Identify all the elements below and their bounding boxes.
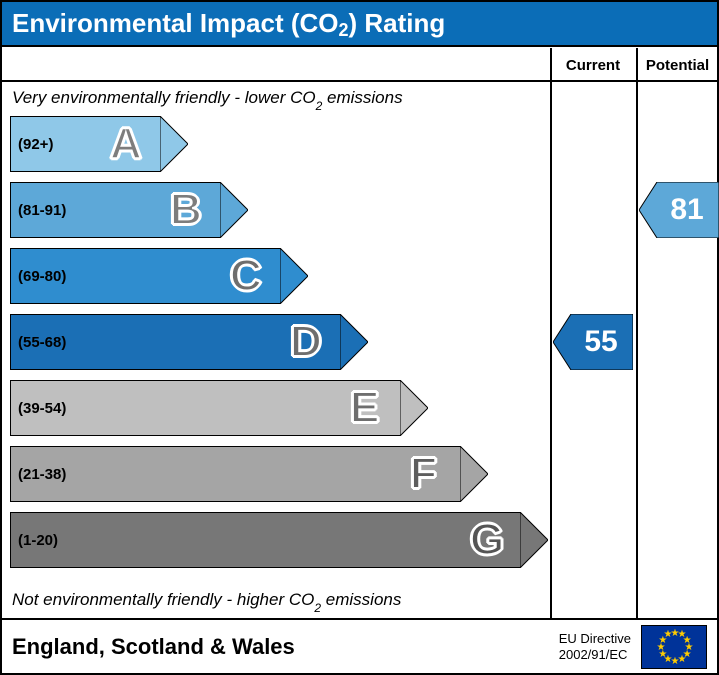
band-bar — [10, 512, 520, 568]
band-arrowhead — [160, 116, 188, 172]
pointer-potential: 81 — [639, 182, 719, 238]
band-letter: F — [410, 449, 437, 499]
caption-top-b: emissions — [322, 88, 402, 107]
chart-area: Very environmentally friendly - lower CO… — [2, 82, 717, 618]
header-current: Current — [550, 48, 636, 82]
band-range: (81-91) — [18, 202, 66, 219]
eu-star: ★ — [664, 630, 673, 640]
caption-bot-b: emissions — [321, 590, 401, 609]
band-a: (92+) A — [10, 116, 188, 172]
directive-text: EU Directive 2002/91/EC — [559, 631, 631, 662]
band-arrowhead — [520, 512, 548, 568]
band-letter: A — [110, 119, 142, 169]
band-range: (69-80) — [18, 268, 66, 285]
band-range: (1-20) — [18, 532, 58, 549]
band-range: (21-38) — [18, 466, 66, 483]
title-text-b: ) Rating — [349, 8, 446, 38]
title-text-a: Environmental Impact (CO — [12, 8, 339, 38]
band-e: (39-54) E — [10, 380, 428, 436]
footer: England, Scotland & Wales EU Directive 2… — [2, 618, 717, 673]
band-letter: C — [230, 251, 262, 301]
band-arrowhead — [220, 182, 248, 238]
band-arrowhead — [340, 314, 368, 370]
band-letter: G — [470, 515, 504, 565]
caption-top: Very environmentally friendly - lower CO… — [12, 88, 403, 110]
directive-block: EU Directive 2002/91/EC ★★★★★★★★★★★★ — [559, 625, 707, 669]
caption-bot-sub: 2 — [314, 601, 321, 615]
band-f: (21-38) F — [10, 446, 488, 502]
chart-grid: Current Potential Very environmentally f… — [2, 48, 717, 618]
directive-line2: 2002/91/EC — [559, 647, 628, 662]
eu-flag-icon: ★★★★★★★★★★★★ — [641, 625, 707, 669]
title-sub: 2 — [339, 20, 349, 40]
band-d: (55-68) D — [10, 314, 368, 370]
footer-region: England, Scotland & Wales — [12, 634, 295, 660]
caption-top-a: Very environmentally friendly - lower CO — [12, 88, 316, 107]
band-bar — [10, 446, 460, 502]
band-arrowhead — [280, 248, 308, 304]
band-arrowhead — [400, 380, 428, 436]
caption-bottom: Not environmentally friendly - higher CO… — [12, 590, 401, 612]
band-letter: D — [290, 317, 322, 367]
title-bar: Environmental Impact (CO2) Rating — [2, 2, 717, 47]
pointer-current: 55 — [553, 314, 633, 370]
band-range: (55-68) — [18, 334, 66, 351]
band-letter: B — [170, 185, 202, 235]
band-g: (1-20) G — [10, 512, 548, 568]
band-range: (92+) — [18, 136, 53, 153]
band-arrowhead — [460, 446, 488, 502]
band-b: (81-91) B — [10, 182, 248, 238]
caption-bot-a: Not environmentally friendly - higher CO — [12, 590, 314, 609]
header-row: Current Potential — [2, 48, 717, 82]
band-bar — [10, 380, 400, 436]
pointer-potential-value: 81 — [657, 182, 717, 238]
pointer-current-value: 55 — [571, 314, 631, 370]
header-potential: Potential — [636, 48, 719, 82]
caption-top-sub: 2 — [316, 99, 323, 113]
band-range: (39-54) — [18, 400, 66, 417]
epc-chart: Environmental Impact (CO2) Rating Curren… — [0, 0, 719, 675]
directive-line1: EU Directive — [559, 631, 631, 646]
band-letter: E — [350, 383, 379, 433]
band-c: (69-80) C — [10, 248, 308, 304]
